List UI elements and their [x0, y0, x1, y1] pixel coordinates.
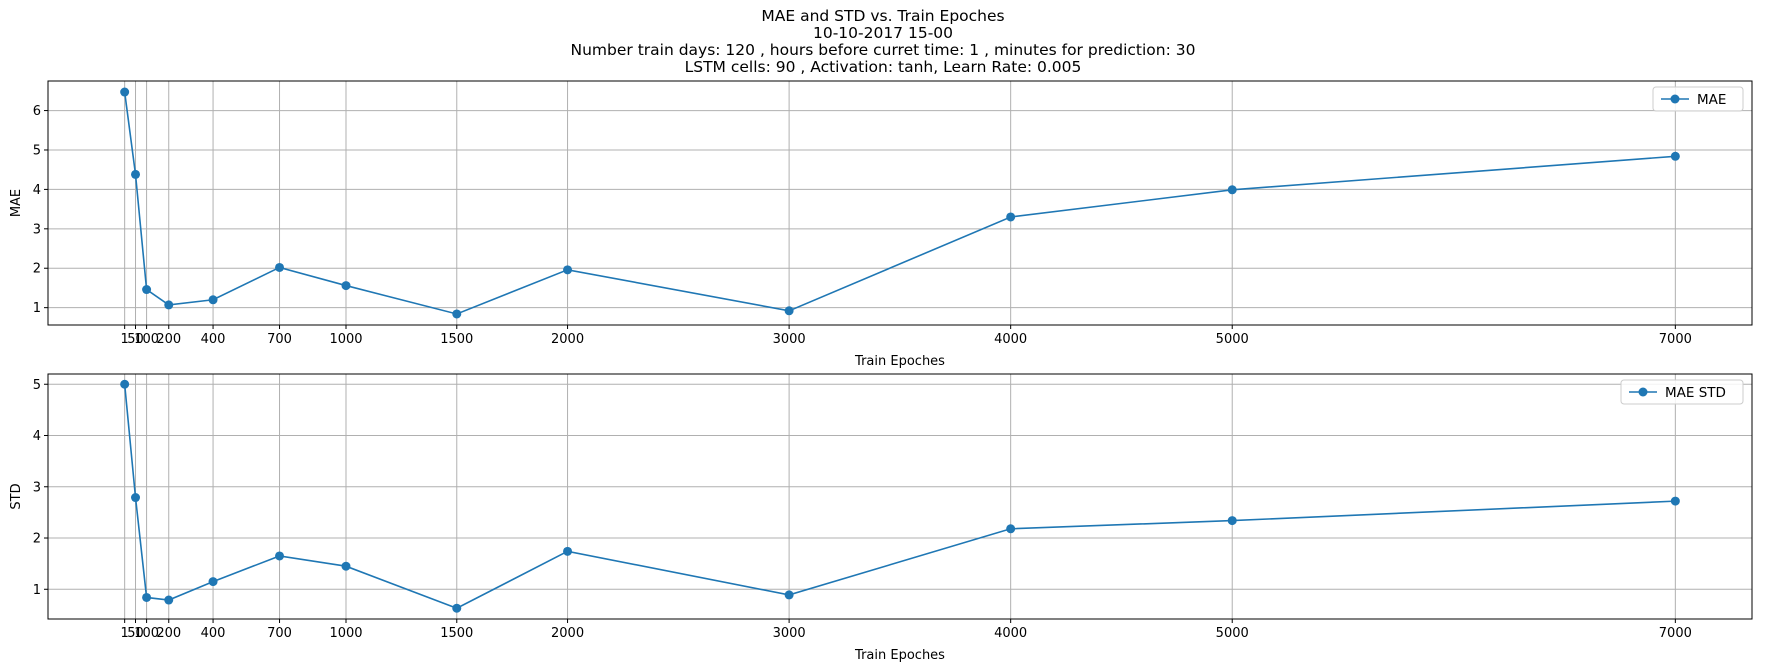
data-point — [563, 546, 573, 556]
x-tick-label: 700 — [267, 332, 292, 347]
y-tick-label: 1 — [33, 583, 41, 598]
title-line-1: MAE and STD vs. Train Epoches — [761, 7, 1005, 25]
data-point — [1670, 496, 1680, 506]
data-point — [208, 577, 218, 587]
legend-marker — [1638, 387, 1648, 397]
x-tick-label: 100 — [134, 626, 159, 641]
x-tick-label: 4000 — [994, 332, 1027, 347]
x-tick-label: 400 — [201, 626, 226, 641]
y-axis-label: MAE — [9, 189, 24, 217]
y-axis-label: STD — [9, 483, 24, 509]
data-point — [341, 281, 351, 291]
axes-frame — [47, 80, 1753, 326]
data-point — [208, 295, 218, 305]
y-tick-label: 5 — [33, 143, 41, 158]
x-tick-label: 400 — [201, 332, 226, 347]
series-mae-std — [120, 379, 1680, 613]
legend-box — [1652, 86, 1744, 112]
title-line-2: 10-10-2017 15-00 — [812, 24, 954, 42]
data-point — [452, 309, 462, 319]
data-point — [164, 595, 174, 605]
series-mae — [120, 87, 1680, 319]
data-point — [452, 603, 462, 613]
x-tick-label: 100 — [134, 332, 159, 347]
data-point — [275, 551, 285, 561]
x-tick-label: 1500 — [440, 626, 473, 641]
axes-frame — [47, 373, 1753, 620]
y-tick-label: 3 — [33, 480, 41, 495]
data-point — [142, 285, 152, 295]
y-axis: 1 2 3 4 5 6 — [33, 104, 48, 316]
x-tick-label: 2000 — [551, 332, 584, 347]
x-tick-label: 3000 — [773, 332, 806, 347]
data-point — [1227, 185, 1237, 195]
legend-marker — [1670, 94, 1680, 104]
x-tick-label: 7000 — [1659, 626, 1692, 641]
x-tick-label: 700 — [267, 626, 292, 641]
data-point — [120, 87, 130, 97]
x-tick-label: 200 — [156, 332, 181, 347]
data-point — [164, 300, 174, 310]
series-line — [123, 91, 1676, 315]
legend-label: MAE STD — [1665, 385, 1726, 401]
data-point — [1006, 524, 1016, 534]
legend: MAE — [1652, 86, 1744, 112]
y-tick-label: 4 — [33, 429, 41, 444]
data-point — [1227, 516, 1237, 526]
legend-box — [1620, 379, 1744, 405]
series-line — [123, 384, 1676, 610]
x-tick-label: 3000 — [773, 626, 806, 641]
data-point — [341, 561, 351, 571]
y-tick-label: 2 — [33, 532, 41, 547]
y-axis: 1 2 3 4 5 — [33, 378, 48, 598]
y-tick-label: 2 — [33, 262, 41, 277]
x-tick-label: 1500 — [440, 332, 473, 347]
x-tick-label: 2000 — [551, 626, 584, 641]
x-tick-label: 50 — [127, 332, 144, 347]
x-tick-label: 1000 — [329, 626, 362, 641]
data-point — [1006, 212, 1016, 222]
x-tick-label: 4000 — [994, 626, 1027, 641]
grid — [48, 374, 1752, 619]
legend: MAE STD — [1620, 379, 1744, 405]
x-tick-label: 5000 — [1216, 332, 1249, 347]
title-line-4: LSTM cells: 90 , Activation: tanh, Learn… — [684, 58, 1082, 76]
title-line-3: Number train days: 120 , hours before cu… — [570, 41, 1196, 59]
data-point — [131, 169, 141, 179]
data-point — [784, 306, 794, 316]
data-point — [275, 262, 285, 272]
y-tick-label: 5 — [33, 378, 41, 393]
y-tick-label: 1 — [33, 301, 41, 316]
legend-label: MAE — [1697, 92, 1726, 108]
x-tick-label: 200 — [156, 626, 181, 641]
x-tick-label: 1 — [121, 332, 129, 347]
data-point — [784, 590, 794, 600]
data-point — [131, 493, 141, 503]
data-point — [142, 592, 152, 602]
x-tick-label: 50 — [127, 626, 144, 641]
data-point — [1670, 151, 1680, 161]
data-point — [120, 379, 130, 389]
figure-title: MAE and STD vs. Train Epoches 10-10-2017… — [0, 8, 1766, 76]
x-tick-label: 5000 — [1216, 626, 1249, 641]
data-point — [563, 265, 573, 275]
x-axis-label: Train Epoches — [854, 648, 945, 663]
x-tick-label: 1 — [121, 626, 129, 641]
x-tick-label: 1000 — [329, 332, 362, 347]
y-tick-label: 4 — [33, 183, 41, 198]
x-axis-label: Train Epoches — [854, 354, 945, 369]
x-tick-label: 7000 — [1659, 332, 1692, 347]
y-tick-label: 3 — [33, 222, 41, 237]
y-tick-label: 6 — [33, 104, 41, 119]
grid — [48, 81, 1752, 325]
